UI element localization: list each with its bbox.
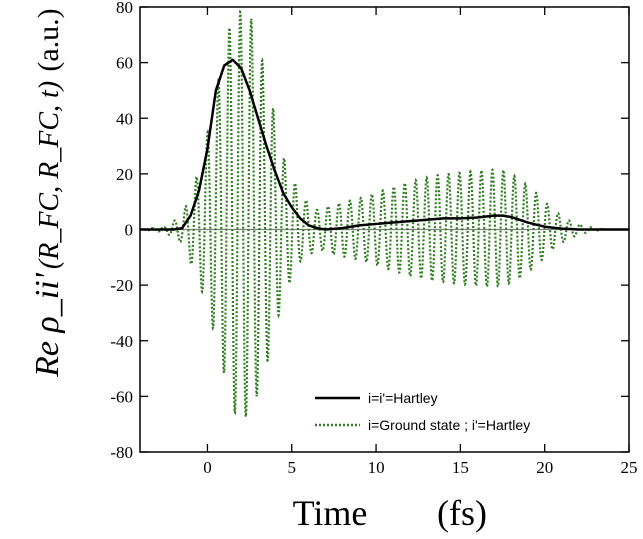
y-tick-label: 60 (116, 54, 133, 73)
y-axis-title: Re ρ_ii' (R_FC, R_FC, t) (a.u.) (29, 8, 66, 378)
y-tick-label: 0 (125, 221, 134, 240)
x-tick-label: 25 (621, 458, 638, 477)
legend: i=i'=Hartley i=Ground state ; i'=Hartley (315, 390, 530, 433)
y-axis-title-unit: (a.u.) (32, 8, 65, 71)
y-tick-label: 20 (116, 165, 133, 184)
y-tick-label: 40 (116, 109, 133, 128)
legend-label-hartley: i=i'=Hartley (368, 390, 438, 406)
x-tick-label: 10 (368, 458, 385, 477)
y-axis-title-main: Re ρ_ii' (29, 272, 66, 378)
y-tick-label: -60 (110, 387, 133, 406)
x-tick-label: 20 (536, 458, 553, 477)
y-tick-label: -20 (110, 276, 133, 295)
legend-label-ground-state: i=Ground state ; i'=Hartley (368, 417, 530, 433)
x-tick-label: 15 (452, 458, 469, 477)
x-axis-title: Time (293, 493, 368, 533)
series-hartley-line (140, 58, 629, 231)
x-tick-label: 0 (203, 458, 212, 477)
x-tick-label: 5 (288, 458, 297, 477)
x-axis-unit: (fs) (437, 493, 487, 533)
y-tick-label: -40 (110, 332, 133, 351)
y-tick-label: -80 (110, 443, 133, 462)
series-ground-state-hartley-line (140, 9, 629, 422)
y-axis-title-args: (R_FC, R_FC, t) (34, 81, 65, 269)
y-tick-label: 80 (116, 0, 133, 17)
